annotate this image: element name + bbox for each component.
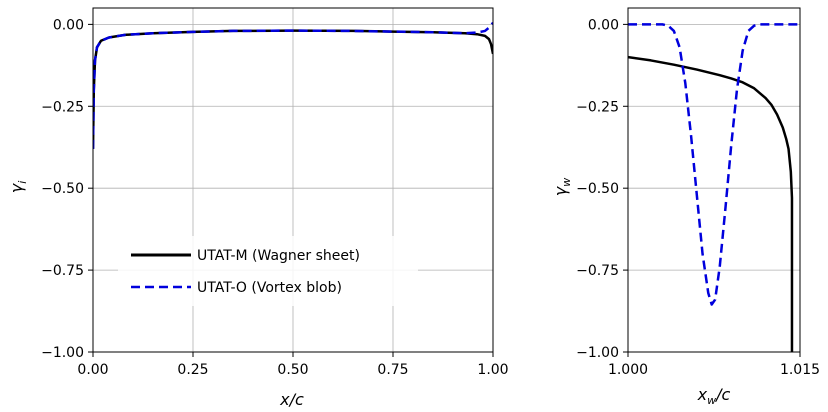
left-x-axis-label: x/c (279, 390, 304, 409)
left-y-tick-label: 0.00 (53, 17, 84, 33)
right-ticks: 1.000 1.015 0.00 −0.25 −0.50 −0.75 −1.00 (576, 17, 820, 378)
left-y-tick-label: −0.75 (41, 263, 84, 279)
left-y-axis-label: γi (7, 181, 29, 194)
left-x-tick-label: 0.25 (177, 362, 208, 378)
right-series-wagner-sheet-line (628, 55, 794, 352)
right-y-tick-label: −1.00 (576, 345, 619, 361)
left-x-tick-label: 0.50 (277, 362, 308, 378)
left-y-tick-label: −1.00 (41, 345, 84, 361)
left-ticks: 0.00 0.25 0.50 0.75 1.00 0.00 −0.25 −0.50 −0.75 −… (41, 17, 508, 378)
right-y-tick-label: −0.25 (576, 99, 619, 115)
right-plot-frame (627, 7, 801, 353)
legend: UTAT-M (Wagner sheet) UTAT-O (Vortex blo… (118, 236, 418, 306)
left-series-vortex-blob-line (93, 21, 493, 149)
legend-label-vortex: UTAT-O (Vortex blob) (197, 280, 342, 296)
legend-label-wagner: UTAT-M (Wagner sheet) (197, 248, 360, 264)
right-y-tick-label: −0.75 (576, 263, 619, 279)
left-y-tick-label: −0.25 (41, 99, 84, 115)
legend-box (118, 236, 418, 306)
left-plot: 0.00 0.25 0.50 0.75 1.00 0.00 −0.25 −0.50 −0.75 −… (7, 7, 509, 409)
right-series (628, 23, 800, 352)
right-y-tick-label: −0.50 (576, 181, 619, 197)
right-x-axis-label: xw/c (697, 385, 731, 407)
right-series-vortex-blob-line (628, 23, 800, 306)
right-y-tick-label: 0.00 (588, 17, 619, 33)
left-y-tick-label: −0.50 (41, 181, 84, 197)
left-x-tick-label: 0.00 (77, 362, 108, 378)
left-x-tick-label: 1.00 (477, 362, 508, 378)
right-x-tick-label: 1.015 (780, 362, 820, 378)
right-x-tick-label: 1.000 (608, 362, 648, 378)
left-series (93, 21, 493, 149)
left-x-tick-label: 0.75 (377, 362, 408, 378)
